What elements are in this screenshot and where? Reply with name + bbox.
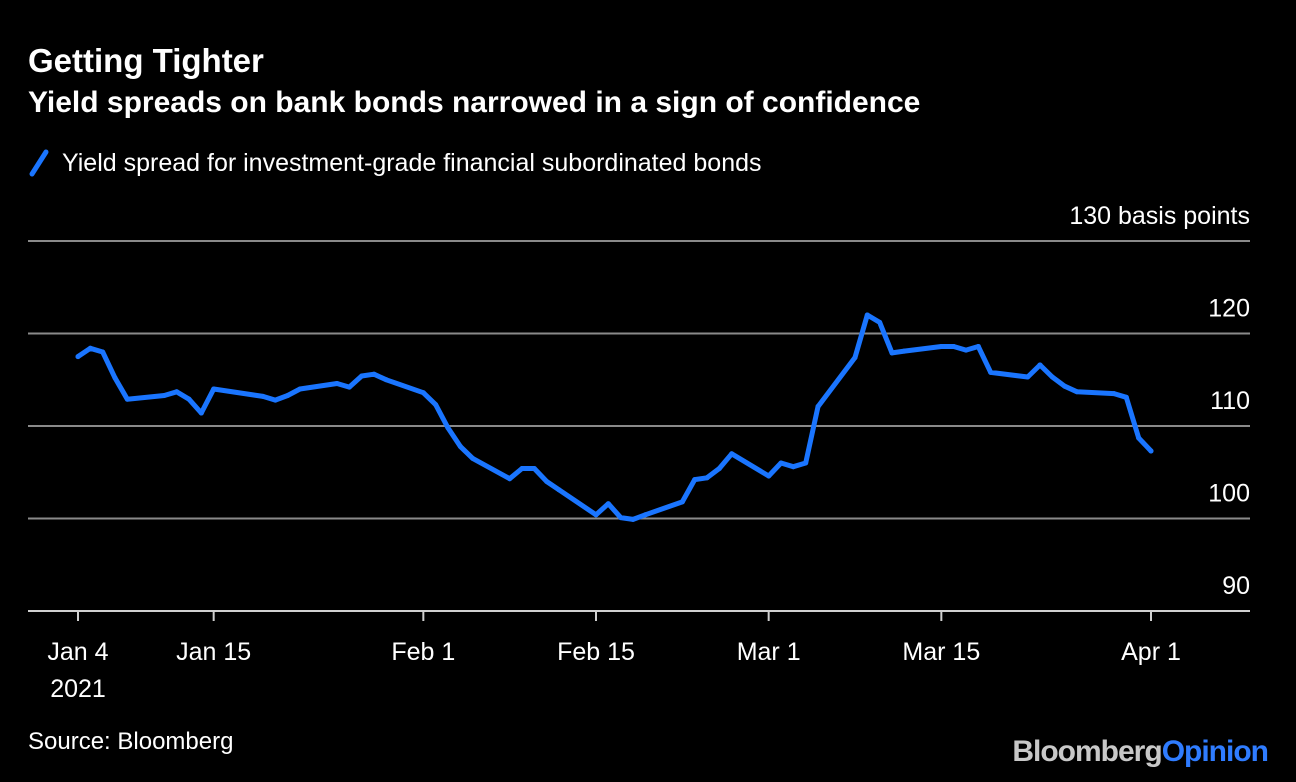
data-point-27 xyxy=(544,479,550,484)
data-point-22 xyxy=(457,443,463,449)
x-tick-sublabel-0: 2021 xyxy=(50,675,106,703)
data-point-26 xyxy=(531,466,537,472)
data-point-49 xyxy=(938,343,944,349)
x-tick-label-1: Jan 15 xyxy=(176,638,251,666)
data-point-16 xyxy=(359,373,365,379)
data-point-2 xyxy=(100,349,106,355)
data-point-60 xyxy=(1123,394,1129,400)
data-point-59 xyxy=(1111,391,1117,397)
data-point-41 xyxy=(790,464,796,470)
y-tick-label-90: 90 xyxy=(1222,572,1250,600)
data-point-38 xyxy=(729,451,735,457)
data-point-39 xyxy=(766,473,772,479)
data-point-24 xyxy=(507,476,513,482)
chart-title: Getting Tighter xyxy=(28,42,264,79)
data-point-44 xyxy=(852,355,858,361)
data-point-52 xyxy=(975,343,981,349)
data-point-0 xyxy=(75,354,81,360)
data-point-36 xyxy=(704,475,710,481)
x-tick-label-5: Mar 15 xyxy=(902,638,980,666)
data-point-31 xyxy=(618,515,624,521)
grid-lines xyxy=(28,240,1250,612)
data-point-42 xyxy=(803,460,809,466)
data-point-18 xyxy=(383,377,389,383)
data-point-33 xyxy=(642,512,648,518)
data-point-23 xyxy=(470,455,476,461)
x-tick-label-4: Mar 1 xyxy=(737,638,801,666)
legend: Yield spread for investment-grade financ… xyxy=(28,148,762,178)
y-tick-label-110: 110 xyxy=(1210,387,1250,415)
data-point-5 xyxy=(161,392,167,398)
y-tick-label-130: 130 basis points xyxy=(1069,202,1250,230)
data-point-6 xyxy=(174,389,180,395)
data-point-28 xyxy=(556,487,562,493)
data-point-29 xyxy=(593,512,599,518)
data-point-53 xyxy=(988,369,994,375)
x-tick-label-6: Apr 1 xyxy=(1121,638,1181,666)
x-axis: Jan 4 2021 Jan 15 Feb 1 Feb 15 Mar 1 Mar 15 Apr… xyxy=(47,611,1181,703)
y-tick-label-120: 120 xyxy=(1208,295,1250,323)
data-point-30 xyxy=(605,501,611,507)
x-tick-label-0: Jan 4 xyxy=(47,638,108,666)
data-point-25 xyxy=(519,466,525,472)
chart-subtitle: Yield spreads on bank bonds narrowed in … xyxy=(28,86,921,119)
y-axis-tick-labels: 130 basis points 120 110 100 90 xyxy=(1069,202,1250,600)
data-point-20 xyxy=(433,402,439,408)
data-point-11 xyxy=(272,397,278,403)
legend-line-swatch xyxy=(29,149,49,177)
data-point-21 xyxy=(445,425,451,431)
data-point-13 xyxy=(297,386,303,392)
data-point-1 xyxy=(87,345,93,351)
data-point-32 xyxy=(630,516,636,522)
data-point-15 xyxy=(346,384,352,390)
data-point-55 xyxy=(1037,362,1043,368)
data-point-50 xyxy=(951,343,957,349)
data-point-62 xyxy=(1148,448,1154,454)
source-note: Source: Bloomberg xyxy=(28,728,234,755)
brand-part2: Opinion xyxy=(1161,735,1269,768)
brand-logo: BloombergOpinion xyxy=(1012,735,1269,769)
data-point-19 xyxy=(420,390,426,396)
x-tick-label-3: Feb 15 xyxy=(557,638,635,666)
data-point-40 xyxy=(778,460,784,466)
data-point-46 xyxy=(877,319,883,325)
data-point-45 xyxy=(864,312,870,318)
data-point-57 xyxy=(1062,383,1068,389)
data-point-56 xyxy=(1049,374,1055,380)
data-point-51 xyxy=(963,347,969,353)
data-point-10 xyxy=(260,393,266,399)
legend-label: Yield spread for investment-grade financ… xyxy=(62,148,762,177)
data-point-3 xyxy=(112,375,118,381)
data-point-9 xyxy=(211,386,217,392)
data-point-17 xyxy=(371,371,377,377)
data-point-12 xyxy=(285,392,291,398)
data-point-47 xyxy=(889,350,895,356)
data-point-43 xyxy=(815,404,821,410)
data-point-37 xyxy=(716,466,722,472)
brand-part1: Bloomberg xyxy=(1012,735,1162,768)
data-point-4 xyxy=(124,396,130,402)
data-point-54 xyxy=(1025,374,1031,380)
data-point-14 xyxy=(334,380,340,386)
series-line-0 xyxy=(75,312,1154,522)
data-point-61 xyxy=(1136,435,1142,441)
series-layer xyxy=(75,312,1154,522)
data-point-34 xyxy=(679,499,685,505)
data-point-58 xyxy=(1074,389,1080,395)
y-tick-label-100: 100 xyxy=(1208,480,1250,508)
x-tick-label-2: Feb 1 xyxy=(391,638,455,666)
data-point-48 xyxy=(901,348,907,354)
data-point-35 xyxy=(692,477,698,483)
data-point-8 xyxy=(198,410,204,416)
data-point-7 xyxy=(186,396,192,402)
